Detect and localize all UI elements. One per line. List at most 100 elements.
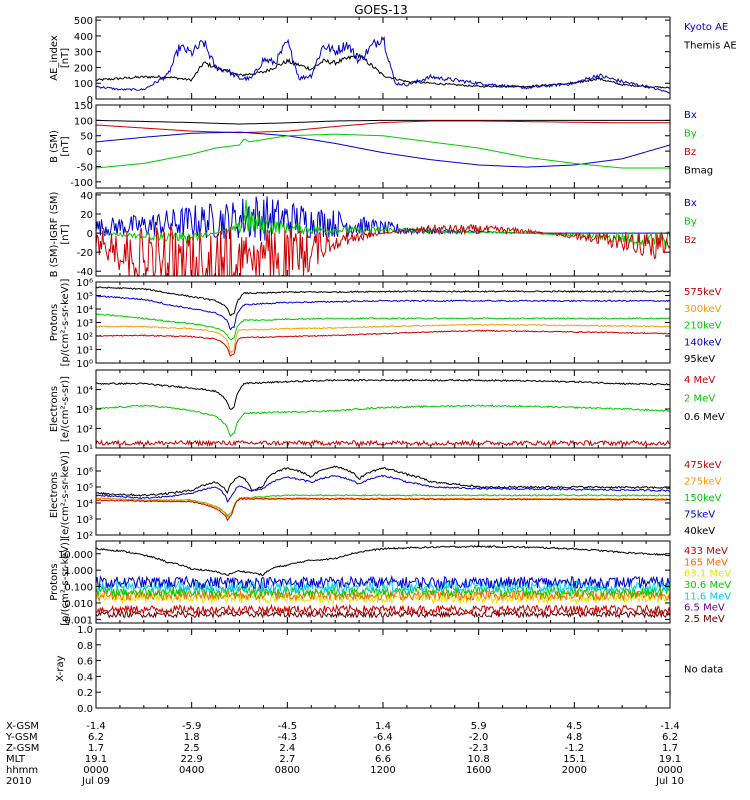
y-tick-label: 0.001 <box>64 615 93 626</box>
footer-value: -5.9 <box>182 721 202 732</box>
y-tick-label: 0 <box>87 147 93 158</box>
y-axis-label: [nT] <box>60 136 71 156</box>
footer-value: 1.7 <box>662 743 678 754</box>
legend-entry: 0.6 MeV <box>684 412 725 423</box>
legend-entry: 150keV <box>684 493 722 504</box>
legend-entry: 30.6 MeV <box>684 580 731 591</box>
footer-value: 1.4 <box>375 721 391 732</box>
footer-value: -2.0 <box>469 732 489 743</box>
series-line-protons_high-1 <box>95 603 671 616</box>
footer-value: 6.2 <box>88 732 104 743</box>
y-tick-label: 100 <box>74 79 93 90</box>
series-line-protons_low-3 <box>95 323 671 354</box>
footer-value: 6.6 <box>375 754 391 765</box>
series-line-electrons_low-0 <box>95 465 671 497</box>
footer-value: -4.5 <box>278 721 298 732</box>
series-line-electrons_high-1 <box>96 404 671 437</box>
footer-value: 4.5 <box>566 721 582 732</box>
legend-entry: 95keV <box>684 354 715 365</box>
footer-value: 0000 <box>657 765 682 776</box>
series-line-ae-0 <box>95 52 671 89</box>
y-tick-label: 10³ <box>76 319 93 330</box>
y-axis-label: Electrons <box>49 386 60 432</box>
footer-row-label: MLT <box>6 754 26 765</box>
panel-ae: 0 100 200 300 400 500 AE_index [nT] Kyoto AE Them… <box>49 16 737 106</box>
y-tick-label: -100 <box>70 178 93 189</box>
footer-row-label: Z-GSM <box>6 743 39 754</box>
legend-entry: By <box>684 129 697 140</box>
y-tick-label: 10² <box>76 332 93 343</box>
footer-value: 22.9 <box>181 754 203 765</box>
footer-value: 1600 <box>466 765 491 776</box>
legend-entry: Kyoto AE <box>684 22 728 33</box>
series-line-electrons_low-4 <box>95 497 671 522</box>
footer-value: 0400 <box>179 765 204 776</box>
ephemeris-footer: X-GSMY-GSMZ-GSMMLThhmm2010-1.46.21.719.1… <box>5 721 684 787</box>
legend-entry: Bz <box>684 147 696 158</box>
footer-value: 4.8 <box>566 732 582 743</box>
series-line-protons_high-3 <box>95 589 671 602</box>
y-tick-label: 10⁴ <box>76 499 93 510</box>
footer-row-label: X-GSM <box>6 721 39 732</box>
y-tick-label: 10⁵ <box>76 483 93 494</box>
legend-entry: Themis AE <box>683 41 737 52</box>
y-tick-label: -50 <box>77 162 93 173</box>
y-axis-label: [p/(cm²-s-sr-keV)] <box>60 538 71 626</box>
footer-value: 19.1 <box>85 754 107 765</box>
y-tick-label: 10⁰ <box>76 359 93 370</box>
series-line-bdiff-1 <box>95 199 671 250</box>
y-tick-label: 400 <box>74 32 93 43</box>
y-tick-label: 10⁴ <box>76 305 93 316</box>
series-line-bsm-1 <box>95 120 670 134</box>
footer-value: 2.7 <box>279 754 295 765</box>
y-tick-label: -40 <box>77 267 93 278</box>
legend-entry: 475keV <box>684 460 722 471</box>
y-tick-label: -20 <box>77 248 93 259</box>
series-line-protons_low-1 <box>95 295 671 331</box>
legend-entry: No data <box>684 665 723 676</box>
footer-value: 10.8 <box>468 754 490 765</box>
y-tick-label: 10⁵ <box>76 292 93 303</box>
footer-value: Jul 09 <box>81 776 110 787</box>
series-line-protons_high-0 <box>95 609 671 620</box>
series-line-bsm-3 <box>95 133 670 169</box>
footer-value: -1.4 <box>660 721 680 732</box>
y-tick-label: 0.0 <box>77 704 93 715</box>
series-line-electrons_low-1 <box>95 474 671 503</box>
y-tick-label: 10⁴ <box>76 386 93 397</box>
series-line-electrons_low-3 <box>96 497 671 518</box>
legend-entry: 40keV <box>684 526 715 537</box>
y-axis-label: Electrons <box>49 472 60 518</box>
legend-entry: 165 MeV <box>684 557 728 568</box>
panel-frame <box>95 628 671 709</box>
legend-entry: 11.6 MeV <box>684 591 731 602</box>
y-tick-label: 0 <box>87 95 93 106</box>
y-tick-label: 200 <box>74 63 93 74</box>
y-tick-label: 10² <box>76 425 93 436</box>
y-tick-label: 10⁶ <box>76 467 93 478</box>
series-line-protons_high-2 <box>95 591 671 605</box>
y-tick-label: 500 <box>74 16 93 27</box>
legend-entry: Bz <box>684 235 696 246</box>
legend-entry: 210keV <box>684 321 722 332</box>
footer-value: 5.9 <box>471 721 487 732</box>
legend-entry: By <box>684 217 697 228</box>
y-axis-label: B (SM)-IGRF (SM) <box>49 192 60 278</box>
y-axis-label: [nT] <box>60 48 71 68</box>
panel-frame <box>95 104 671 189</box>
y-tick-label: 100 <box>74 116 93 127</box>
y-tick-label: 10³ <box>76 515 93 526</box>
y-tick-label: 1.000 <box>64 566 93 577</box>
y-axis-label: [e/(cm²-s-sr-keV)] <box>60 451 71 539</box>
footer-value: -1.2 <box>565 743 585 754</box>
panel-protons_low: 10⁰ 10¹ 10² 10³ 10⁴ 10⁵ 10⁶ Protons [p/(cm²-s-sr… <box>49 278 722 370</box>
footer-value: 0.6 <box>375 743 391 754</box>
series-line-protons_high-6 <box>95 574 671 590</box>
y-tick-label: 0 <box>87 229 93 240</box>
y-axis-label: AE_index <box>49 35 60 81</box>
series-line-bsm-2 <box>95 131 671 168</box>
footer-value: -4.3 <box>278 732 298 743</box>
legend-entry: 63.1 MeV <box>684 569 731 580</box>
y-tick-label: 10.000 <box>58 550 93 561</box>
